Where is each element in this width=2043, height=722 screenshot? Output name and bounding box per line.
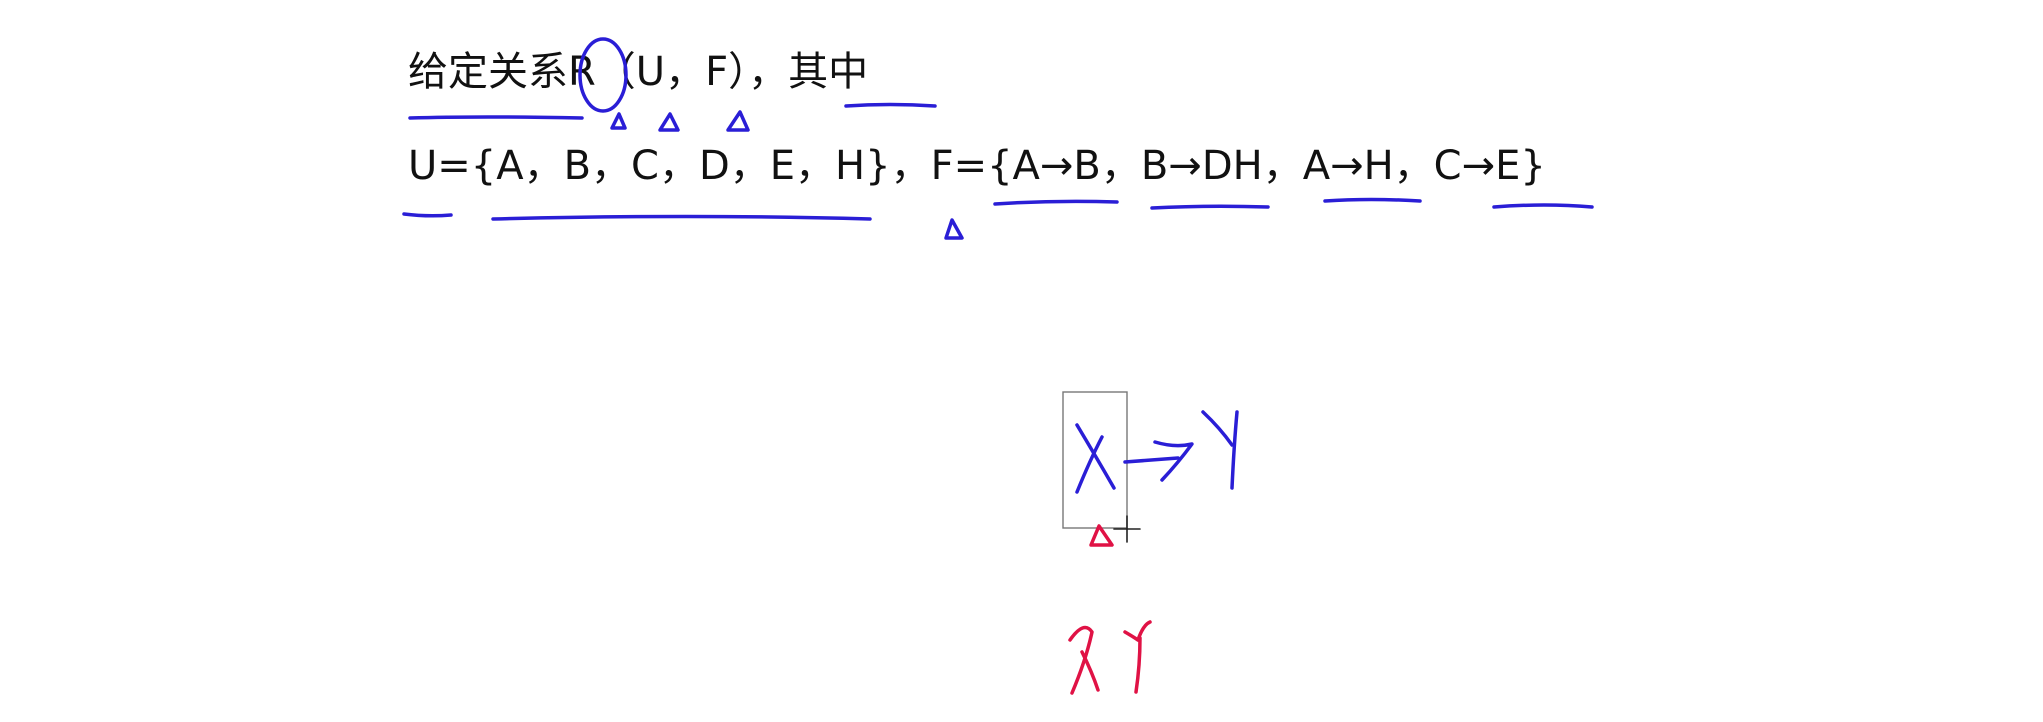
handwritten-x-stroke-1: [1075, 423, 1116, 490]
underline-dependency-a-h: [1323, 197, 1422, 203]
handwritten-red-x-stroke-2: [1080, 650, 1100, 692]
handwritten-red-y-arm: [1136, 620, 1152, 642]
handwritten-x-stroke-2: [1075, 435, 1104, 494]
triangle-mark-r: [610, 112, 627, 130]
handwritten-arrow-shaft: [1123, 456, 1180, 464]
underline-dependency-a-b: [993, 199, 1119, 206]
handwritten-red-x-stroke-1: [1068, 625, 1094, 695]
attribute-and-dependency-set-text: U={A，B，C，D，E，H}，F={A→B，B→DH，A→H，C→E}: [408, 143, 1546, 189]
handwritten-y-right-arm-and-stem: [1230, 410, 1239, 490]
underline-u: [402, 212, 453, 218]
triangle-mark-f-set: [944, 218, 964, 240]
handwritten-arrow-head: [1153, 440, 1194, 482]
triangle-mark-u: [658, 112, 680, 132]
selection-box: [1062, 391, 1128, 529]
underline-given-relation: [408, 115, 584, 120]
handwritten-red-y-stem: [1134, 636, 1142, 694]
underline-attribute-set: [491, 214, 872, 221]
circle-around-r: [578, 37, 628, 113]
triangle-mark-f: [726, 110, 750, 132]
handwritten-red-y-left: [1123, 630, 1140, 642]
underline-where: [844, 102, 937, 108]
underline-dependency-c-e: [1492, 203, 1594, 209]
relation-definition-text: 给定关系R（U，F），其中: [408, 49, 869, 95]
handwritten-y-left-arm: [1201, 410, 1234, 447]
red-triangle-mark: [1089, 524, 1114, 547]
underline-dependency-b-dh: [1150, 204, 1270, 210]
